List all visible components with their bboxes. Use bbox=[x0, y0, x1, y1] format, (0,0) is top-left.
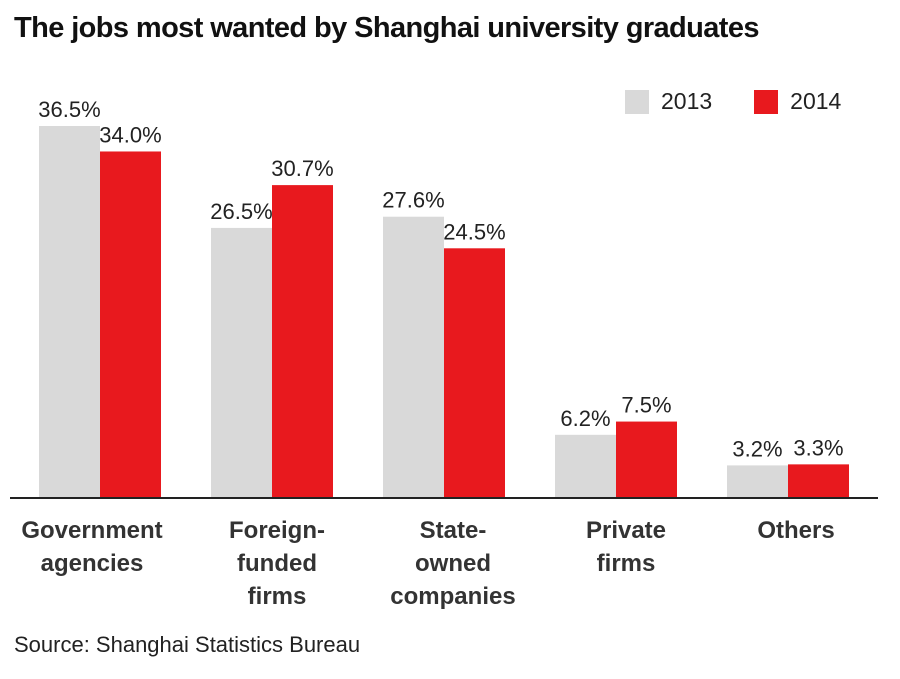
category-label-2: State-owned companies bbox=[390, 517, 515, 610]
bar-2014-4 bbox=[788, 464, 849, 498]
data-label-2013-1: 26.5% bbox=[210, 199, 272, 224]
legend-label-2014: 2014 bbox=[790, 88, 842, 114]
bar-2013-0 bbox=[39, 126, 100, 498]
bar-2013-4 bbox=[727, 465, 788, 498]
source-note: Source: Shanghai Statistics Bureau bbox=[14, 632, 361, 657]
bar-2013-3 bbox=[555, 434, 616, 498]
category-label-3: Private firms bbox=[586, 517, 666, 577]
bar-2013-1 bbox=[211, 227, 272, 499]
bar-2014-1 bbox=[272, 185, 333, 498]
category-label-1: Foreign-funded firms bbox=[229, 517, 325, 610]
data-label-2013-3: 6.2% bbox=[560, 406, 610, 431]
data-label-2014-3: 7.5% bbox=[621, 393, 671, 418]
bar-2014-3 bbox=[616, 421, 677, 498]
legend-item-2013: 2013 bbox=[625, 88, 712, 115]
legend-swatch-2014 bbox=[754, 89, 779, 114]
category-label-0: Government agencies bbox=[21, 517, 162, 577]
data-label-2014-4: 3.3% bbox=[793, 435, 843, 460]
legend-label-2013: 2013 bbox=[661, 88, 713, 114]
data-label-2013-0: 36.5% bbox=[38, 97, 100, 122]
data-label-2013-2: 27.6% bbox=[382, 188, 444, 213]
legend-swatch-2013 bbox=[625, 89, 649, 114]
data-label-2014-2: 24.5% bbox=[443, 219, 505, 244]
data-label-2014-1: 30.7% bbox=[271, 156, 333, 181]
bar-2014-0 bbox=[100, 151, 161, 499]
bar-2014-2 bbox=[444, 248, 505, 498]
data-label-2013-4: 3.2% bbox=[732, 436, 782, 461]
chart-title: The jobs most wanted by Shanghai univers… bbox=[14, 12, 760, 44]
category-label-4: Others bbox=[757, 517, 834, 544]
legend-item-2014: 2014 bbox=[754, 88, 841, 115]
legend: 2013 2014 bbox=[625, 88, 841, 115]
bar-2013-2 bbox=[383, 216, 444, 498]
data-label-2014-0: 34.0% bbox=[99, 122, 161, 147]
